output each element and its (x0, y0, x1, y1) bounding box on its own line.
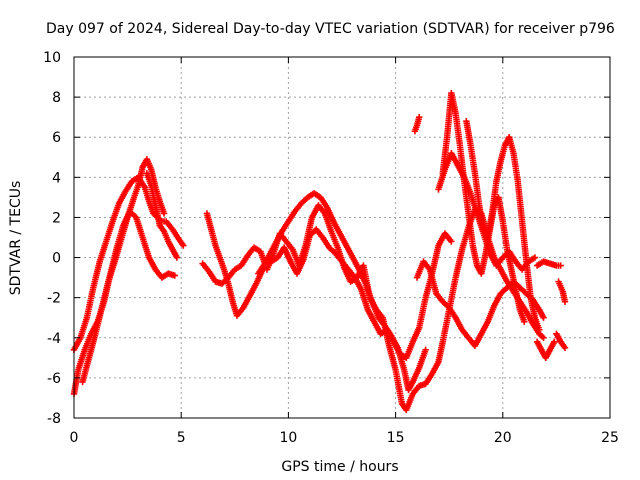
series-trace-d (143, 170, 181, 261)
data-point (160, 210, 168, 217)
data-marker (131, 213, 139, 220)
x-tick-label: 5 (177, 430, 186, 446)
x-tick-label: 20 (494, 430, 512, 446)
x-tick-label: 0 (70, 430, 79, 446)
y-tick-label: 4 (52, 170, 61, 186)
data-point (448, 238, 455, 245)
data-point (180, 242, 187, 249)
series-trace-n (533, 258, 564, 269)
data-point (173, 254, 181, 261)
data-point (415, 113, 423, 121)
data-point (557, 262, 564, 269)
series-trace-o (553, 330, 569, 352)
y-tick-label: 10 (43, 50, 61, 66)
data-point (540, 334, 547, 341)
y-tick-label: 8 (52, 90, 61, 106)
data-point (561, 344, 569, 352)
series-trace-l (435, 150, 539, 273)
y-tick-label: -4 (47, 331, 61, 347)
data-point (540, 314, 547, 321)
series-trace-p (555, 278, 569, 305)
data-point (171, 272, 178, 279)
chart-title: Day 097 of 2024, Sidereal Day-to-day VTE… (46, 21, 615, 37)
y-tick-label: 0 (52, 251, 61, 267)
x-tick-label: 15 (387, 430, 405, 446)
data-point (536, 326, 543, 333)
y-tick-label: -2 (47, 291, 61, 307)
y-tick-label: 2 (52, 210, 61, 226)
data-point (561, 298, 569, 305)
data-point (531, 254, 539, 261)
tick-layer (73, 56, 611, 419)
data-point (521, 318, 528, 325)
y-tick-label: -6 (47, 371, 61, 387)
y-tick-label: -8 (47, 411, 61, 427)
series-trace-m (533, 338, 558, 362)
x-tick-label: 10 (279, 430, 297, 446)
series-layer (70, 89, 569, 414)
data-point (422, 346, 429, 354)
series-trace-c (70, 208, 178, 398)
data-point (551, 338, 558, 345)
x-tick-label: 25 (601, 430, 619, 446)
series-trace-f (199, 202, 547, 414)
series-trace-h (411, 113, 423, 135)
tick-label-layer: 0 5 10 15 20 25 -8 -6 -4 -2 0 2 4 6 8 10 (43, 50, 619, 446)
y-tick-label: 6 (52, 130, 61, 146)
y-axis-label: SDTVAR / TECUs (8, 181, 24, 296)
plot-frame (73, 56, 611, 419)
x-axis-label: GPS time / hours (281, 459, 398, 475)
series-trace-a (70, 174, 187, 354)
